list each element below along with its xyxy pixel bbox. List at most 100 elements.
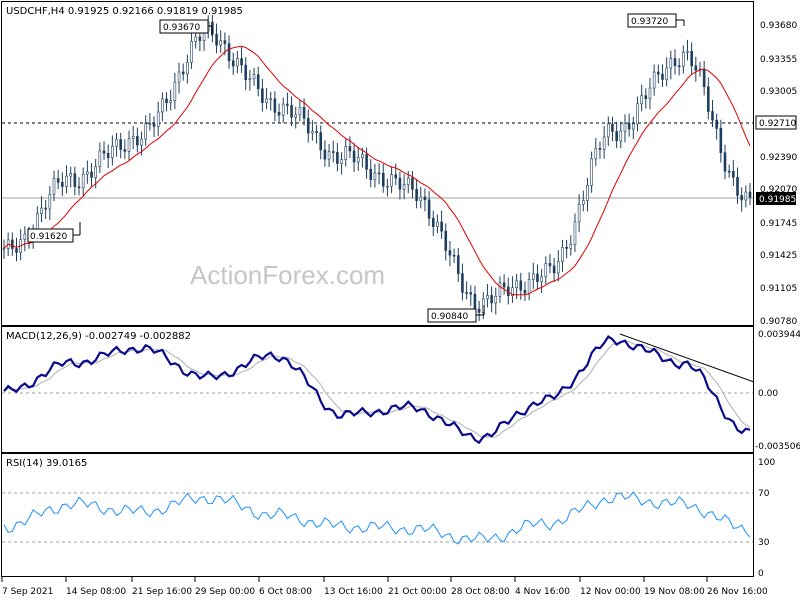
rsi-panel-frame (1, 453, 754, 577)
price-candle-body (111, 145, 114, 159)
price-candle-body (198, 36, 202, 41)
price-candle-body (440, 221, 443, 232)
price-tick: 0.91105 (760, 284, 797, 294)
price-candle-body (740, 195, 743, 201)
price-candle-body (531, 273, 535, 280)
price-candle-body (77, 186, 81, 189)
price-candle-body (619, 130, 623, 142)
price-candle-body (673, 58, 677, 66)
price-candle-body (319, 132, 323, 151)
price-tick: 0.93355 (760, 55, 797, 65)
price-candle-body (652, 71, 656, 89)
price-candle-body (744, 191, 748, 201)
price-candle-body (81, 173, 85, 189)
price-candle-body (123, 149, 127, 152)
price-candle-body (452, 254, 456, 257)
price-candle-body (627, 123, 631, 130)
price-candle-body (231, 60, 235, 67)
price-candle-body (56, 178, 60, 183)
price-candle-body (490, 295, 493, 304)
moving-average-line (3, 45, 751, 296)
price-candle-body (577, 204, 581, 223)
price-candle-body (394, 174, 398, 179)
price-candle-body (715, 119, 718, 129)
svg-text:0.90840: 0.90840 (431, 312, 468, 322)
svg-text:0.91620: 0.91620 (30, 232, 67, 242)
price-candle-body (273, 98, 277, 113)
price-candle-body (348, 146, 352, 152)
price-candle-body (177, 71, 181, 83)
price-candle-body (540, 276, 543, 282)
price-candle-body (456, 255, 460, 274)
macd-panel-frame (1, 326, 754, 453)
price-candle-body (302, 107, 306, 119)
svg-text:0.91985: 0.91985 (759, 195, 796, 205)
time-tick: 21 Oct 00:00 (388, 587, 447, 597)
price-candle-body (136, 136, 139, 146)
price-candle-body (169, 100, 173, 104)
price-candle-body (573, 221, 577, 245)
price-candle-body (544, 263, 548, 278)
price-tick: 0.93005 (760, 87, 797, 97)
price-candle-body (519, 280, 523, 291)
price-axis: 0.93680 0.93355 0.93005 0.92390 0.92070 … (760, 21, 797, 327)
price-tick: 0.92390 (760, 153, 797, 163)
price-candle-body (386, 185, 389, 188)
price-candle-body (719, 128, 723, 154)
rsi-line (3, 491, 751, 545)
time-tick: 28 Oct 08:00 (451, 587, 510, 597)
price-candle-body (402, 184, 406, 190)
price-candle-body (615, 131, 618, 142)
price-candle-body (498, 282, 502, 297)
price-candle-body (165, 98, 168, 104)
macd-tick: 0.003944 (758, 330, 800, 340)
price-candle-body (373, 172, 377, 180)
price-candle-body (152, 123, 156, 127)
time-tick: 4 Nov 16:00 (515, 587, 570, 597)
price-candle-body (90, 171, 93, 178)
rsi-axis: 100 70 30 0 (758, 458, 775, 579)
price-candle-body (594, 148, 598, 160)
price-candle-body (306, 118, 310, 134)
price-candle-body (527, 279, 531, 294)
price-candle-body (173, 81, 177, 101)
price-candle-body (248, 78, 252, 81)
price-candle-body (148, 123, 152, 125)
macd-tick: 0.00 (758, 389, 778, 399)
svg-text:0.93670: 0.93670 (163, 23, 200, 33)
svg-text:0.92710: 0.92710 (759, 119, 796, 129)
price-candle-body (269, 98, 273, 101)
price-candle-body (607, 123, 610, 138)
price-candle-body (356, 157, 360, 163)
price-candle-body (431, 217, 435, 227)
time-tick: 14 Sep 08:00 (66, 587, 126, 597)
price-candle-body (611, 123, 614, 132)
price-candle-body (494, 296, 498, 304)
price-candle-body (115, 139, 118, 147)
price-candle-body (294, 114, 298, 118)
price-candle-body (636, 103, 639, 125)
time-tick: 6 Oct 08:00 (259, 587, 312, 597)
time-tick: 26 Nov 16:00 (707, 587, 768, 597)
price-candle-body (448, 250, 452, 256)
price-candle-body (586, 184, 589, 201)
price-candle-body (694, 65, 698, 71)
price-candle-body (648, 87, 652, 100)
price-candle-body (444, 230, 448, 251)
price-candle-body (690, 50, 693, 67)
price-candle-body (227, 43, 231, 62)
price-candle-body (48, 193, 52, 210)
price-candle-body (377, 172, 381, 175)
price-candle-body (661, 73, 664, 80)
price-candle-body (315, 131, 318, 133)
price-candle-body (23, 233, 27, 240)
price-candle-body (732, 170, 735, 178)
price-candle-body (161, 98, 164, 113)
price-candle-body (465, 292, 468, 294)
price-candle-body (244, 64, 248, 81)
current-price-label: 0.91985 (756, 192, 796, 205)
price-candle-body (336, 151, 339, 164)
annotation-high-2: 0.93720 (627, 13, 685, 28)
price-candle-body (61, 182, 64, 187)
price-candle-body (140, 138, 143, 146)
